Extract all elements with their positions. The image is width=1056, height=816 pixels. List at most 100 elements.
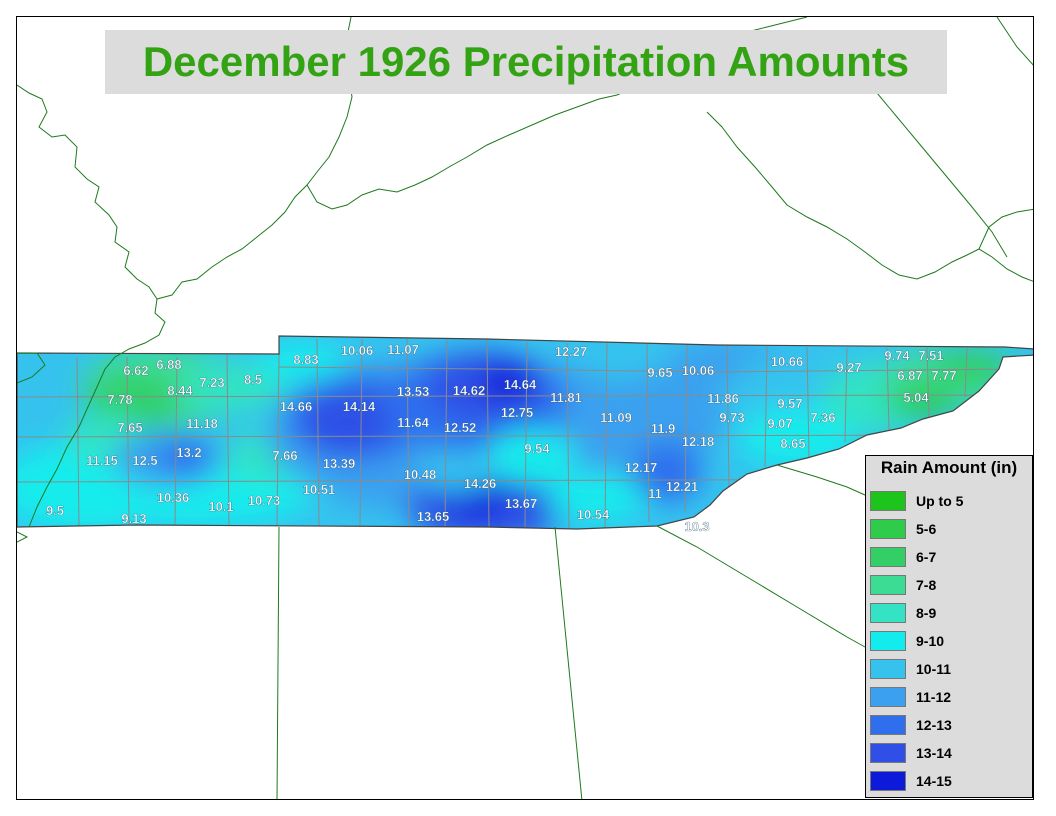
station-label: 11.18 (186, 416, 218, 431)
station-label: 14.26 (464, 476, 497, 491)
map-title: December 1926 Precipitation Amounts (142, 38, 910, 85)
precipitation-surface (17, 336, 1033, 529)
station-label: 14.66 (280, 399, 313, 414)
station-label: 9.57 (777, 396, 802, 411)
station-label: 6.62 (123, 363, 148, 378)
legend-label: 5-6 (916, 521, 937, 537)
station-label: 8.44 (167, 383, 193, 398)
legend-label: 13-14 (916, 745, 952, 761)
station-label: 8.5 (244, 372, 262, 387)
station-label: 9.13 (121, 511, 146, 526)
legend-item: 5-6 (870, 518, 936, 540)
legend-item: 14-15 (870, 770, 952, 792)
legend-item: 6-7 (870, 546, 936, 568)
station-label: 9.65 (647, 365, 672, 380)
legend-item: 7-8 (870, 574, 936, 596)
station-label: 7.66 (272, 448, 297, 463)
station-label: 10.73 (248, 493, 281, 508)
legend-swatch (870, 575, 906, 595)
map-frame: 6.62 6.88 7.23 8.5 8.44 7.78 7.65 11.18 … (16, 16, 1034, 800)
legend-swatch (870, 631, 906, 651)
station-label: 10.1 (208, 499, 233, 514)
station-label: 11.81 (550, 390, 582, 405)
station-labels: 6.62 6.88 7.23 8.5 8.44 7.78 7.65 11.18 … (46, 342, 957, 534)
legend-swatch (870, 547, 906, 567)
station-label: 10.3 (684, 519, 709, 534)
station-label: 6.88 (156, 357, 181, 372)
station-label: 12.52 (444, 420, 477, 435)
station-label: 11.07 (387, 342, 419, 357)
station-label: 11 (648, 486, 662, 501)
station-label: 13.53 (397, 384, 430, 399)
station-label: 14.64 (504, 377, 537, 392)
station-label: 12.21 (666, 479, 699, 494)
station-label: 7.77 (931, 368, 956, 383)
legend-swatch (870, 603, 906, 623)
legend-item: 10-11 (870, 658, 951, 680)
legend-label: 14-15 (916, 773, 952, 789)
legend-label: 8-9 (916, 605, 937, 621)
legend-item: 12-13 (870, 714, 952, 736)
precipitation-map: 6.62 6.88 7.23 8.5 8.44 7.78 7.65 11.18 … (17, 17, 1033, 799)
legend-item: 9-10 (870, 630, 944, 652)
station-label: 11.09 (600, 410, 632, 425)
station-label: 5.04 (903, 390, 929, 405)
station-label: 12.17 (625, 460, 658, 475)
station-label: 7.65 (117, 420, 142, 435)
legend-label: Up to 5 (916, 493, 964, 509)
station-label: 9.74 (884, 348, 910, 363)
legend-swatch (870, 659, 906, 679)
legend-label: 10-11 (916, 661, 952, 677)
legend-label: 7-8 (916, 577, 937, 593)
legend-label: 12-13 (916, 717, 952, 733)
station-label: 13.39 (323, 456, 356, 471)
station-label: 12.18 (682, 434, 715, 449)
legend-swatch (870, 491, 906, 511)
station-label: 9.73 (719, 410, 744, 425)
station-label: 14.14 (343, 399, 376, 414)
station-label: 10.48 (404, 467, 437, 482)
station-label: 10.51 (303, 482, 336, 497)
legend-swatch (870, 743, 906, 763)
station-label: 9.54 (524, 441, 550, 456)
station-label: 7.78 (107, 392, 132, 407)
station-label: 7.51 (918, 348, 943, 363)
station-label: 14.62 (453, 383, 486, 398)
station-label: 10.54 (577, 507, 610, 522)
station-label: 11.15 (86, 453, 118, 468)
station-label: 11.86 (707, 391, 739, 406)
station-label: 12.5 (132, 453, 157, 468)
station-label: 10.36 (157, 490, 190, 505)
legend-swatch (870, 519, 906, 539)
station-label: 13.67 (505, 496, 538, 511)
station-label: 12.75 (501, 405, 534, 420)
station-label: 7.36 (810, 410, 835, 425)
station-label: 9.27 (836, 360, 861, 375)
legend-label: 11-12 (916, 689, 952, 705)
legend-label: 6-7 (916, 549, 937, 565)
station-label: 13.65 (417, 509, 450, 524)
station-label: 10.06 (341, 343, 374, 358)
station-label: 11.9 (651, 421, 676, 436)
station-label: 10.66 (771, 354, 804, 369)
station-label: 12.27 (555, 344, 588, 359)
legend-swatch (870, 715, 906, 735)
legend-item: Up to 5 (870, 490, 963, 512)
legend-item: 13-14 (870, 742, 952, 764)
station-label: 8.83 (293, 352, 318, 367)
map-title-box: December 1926 Precipitation Amounts (105, 30, 947, 94)
legend-swatch (870, 687, 906, 707)
station-label: 10.06 (682, 363, 715, 378)
station-label: 13.2 (176, 445, 201, 460)
legend-label: 9-10 (916, 633, 945, 649)
legend: Rain Amount (in) Up to 5 5-6 6-7 7-8 8-9… (865, 455, 1033, 798)
station-label: 8.65 (780, 436, 805, 451)
station-label: 11.64 (397, 415, 430, 430)
station-label: 9.5 (46, 503, 64, 518)
legend-title: Rain Amount (in) (880, 458, 1018, 477)
legend-item: 11-12 (870, 686, 951, 708)
station-label: 7.23 (199, 375, 224, 390)
legend-swatch (870, 771, 906, 791)
station-label: 9.07 (767, 416, 792, 431)
legend-item: 8-9 (870, 602, 936, 624)
